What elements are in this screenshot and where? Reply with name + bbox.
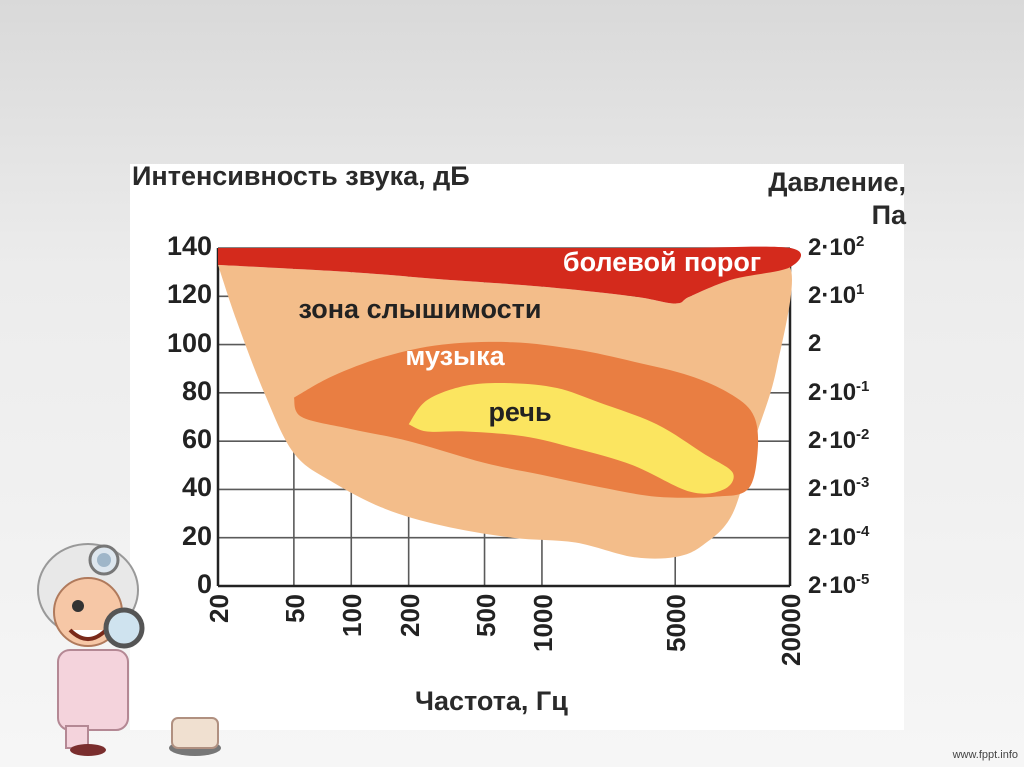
label-pain-threshold: болевой порог	[563, 247, 761, 277]
pressure-tick-label: 2·10-5	[808, 571, 870, 599]
region-speech	[408, 383, 734, 494]
label-audible-zone: зона слышимости	[299, 294, 542, 324]
y-axis-title: Интенсивность звука, дБ	[132, 161, 470, 191]
pressure-tick-label: 2·10-3	[808, 474, 870, 503]
y-tick-label: 0	[196, 569, 212, 599]
pressure-axis-title: Давление, Па	[768, 167, 906, 230]
doctor-mascot-icon	[37, 543, 221, 756]
x-tick-label: 1000	[527, 594, 558, 652]
watermark: www.fppt.info	[952, 749, 1018, 761]
y-tick-label: 100	[166, 327, 212, 358]
region-labels: болевой порог зона слышимости музыка речь	[299, 247, 762, 427]
pressure-tick-label: 2·10-4	[808, 522, 870, 551]
label-speech: речь	[488, 397, 551, 427]
x-tick-label: 100	[337, 593, 368, 637]
x-tick-label: 20000	[776, 593, 806, 666]
x-tick-label: 20	[204, 594, 234, 623]
pressure-tick-label: 2	[808, 329, 822, 357]
y-tick-label: 60	[181, 424, 212, 455]
y-tick-label: 40	[181, 472, 212, 503]
y-tick-label: 80	[181, 375, 212, 406]
label-music: музыка	[405, 341, 505, 371]
pressure-tick-label: 2·10-1	[808, 377, 870, 406]
x-axis-title: Частота, Гц	[415, 686, 568, 716]
y-tick-label: 120	[166, 279, 212, 310]
pressure-tick-label: 2·101	[808, 281, 865, 310]
pressure-tick-label: 2·10-2	[808, 426, 870, 455]
y-tick-label: 20	[181, 520, 212, 551]
chart-regions	[218, 246, 802, 559]
x-tick-label: 200	[394, 593, 425, 637]
region-pain-threshold	[218, 246, 802, 304]
pressure-tick-label: 2·102	[808, 233, 865, 261]
y-tick-label: 140	[166, 231, 212, 261]
x-tick-label: 50	[279, 594, 310, 623]
x-tick-label: 5000	[661, 594, 692, 652]
x-tick-label: 500	[470, 593, 501, 637]
